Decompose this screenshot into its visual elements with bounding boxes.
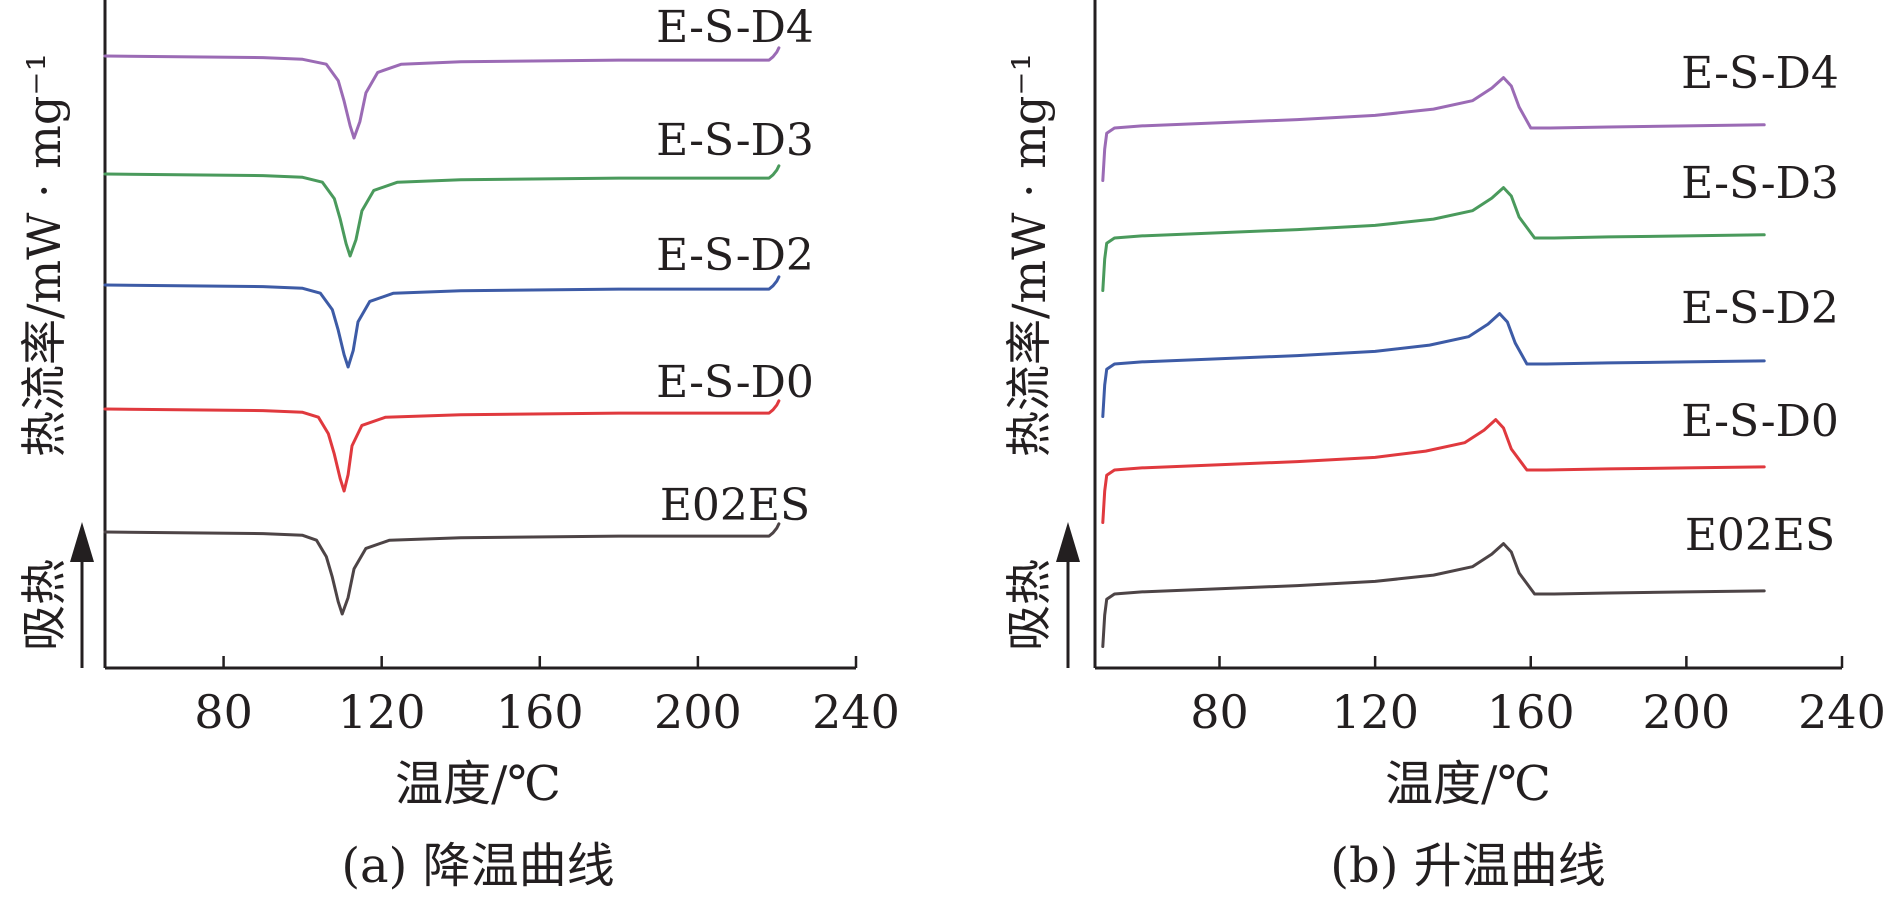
panel-a-cooling-chart: 80 120 160 200 240 E-S-D4 E-S-D3 E-S-D2 E-S-D0 E… — [17, 0, 900, 894]
panel-a-series-e-s-d2 — [103, 275, 781, 369]
panel-b-series-e-s-d3 — [1101, 186, 1766, 292]
panel-b-endotherm-arrow-head — [1056, 522, 1080, 562]
panel-b-endotherm-label: 吸热 — [1002, 559, 1056, 651]
panel-b-series-e-s-d2 — [1101, 312, 1766, 418]
panel-b-x-axis-title: 温度/℃ — [1385, 756, 1551, 812]
panel-b-series-e02es — [1101, 542, 1766, 648]
panel-b-x-tick-label: 240 — [1798, 685, 1885, 739]
panel-a-series-label: E-S-D3 — [656, 115, 814, 166]
panel-a-y-axis-title: 热流率/mW · mg⁻¹ — [17, 53, 71, 457]
panel-a-endotherm-label: 吸热 — [17, 559, 71, 651]
panel-a-series-e-s-d0 — [103, 399, 781, 493]
panel-b-x-tick-label: 200 — [1642, 685, 1730, 739]
panel-a-series-label: E-S-D2 — [656, 230, 814, 281]
panel-b-series-label: E-S-D4 — [1681, 48, 1839, 99]
panel-b-x-tick-label: 160 — [1487, 685, 1575, 739]
panel-b-series-label: E-S-D0 — [1681, 396, 1839, 447]
panel-a-x-tick-label: 240 — [812, 685, 900, 739]
panel-b-caption: (b) 升温曲线 — [1330, 838, 1605, 894]
panel-b-series-label: E-S-D3 — [1681, 158, 1839, 209]
panel-b-x-tick-label: 120 — [1331, 685, 1419, 739]
panel-b-series-e-s-d4 — [1101, 76, 1766, 182]
panel-a-x-tick-label: 80 — [194, 685, 253, 739]
panel-a-x-tick-label: 160 — [496, 685, 584, 739]
panel-a-series-e-s-d3 — [103, 164, 781, 258]
panel-b-x-tick-label: 80 — [1190, 685, 1249, 739]
panel-a-series-label: E-S-D4 — [656, 2, 814, 53]
panel-a-series-label: E02ES — [660, 480, 810, 531]
panel-b-y-axis-title: 热流率/mW · mg⁻¹ — [1002, 53, 1056, 457]
panel-a-endotherm-arrow-head — [70, 522, 94, 562]
panel-a-series-e02es — [103, 522, 781, 616]
panel-a-series-e-s-d4 — [103, 46, 781, 140]
panel-a-caption: (a) 降温曲线 — [341, 838, 614, 894]
panel-a-series-label: E-S-D0 — [656, 357, 814, 408]
panel-a-x-axis-title: 温度/℃ — [395, 756, 561, 812]
panel-b-heating-chart: 80 120 160 200 240 E-S-D4 E-S-D3 E-S-D2 E-S-D0 E… — [1002, 0, 1885, 894]
panel-a-x-tick-label: 120 — [338, 685, 426, 739]
panel-b-series-e-s-d0 — [1101, 418, 1766, 524]
panel-a-x-tick-label: 200 — [654, 685, 742, 739]
panel-b-series-label: E02ES — [1685, 510, 1835, 561]
panel-b-series-label: E-S-D2 — [1681, 283, 1839, 334]
